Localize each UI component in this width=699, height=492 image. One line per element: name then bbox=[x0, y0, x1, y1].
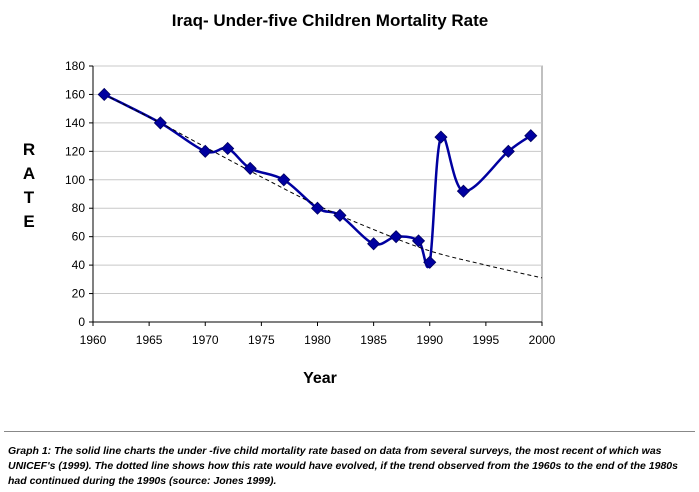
x-tick-label: 1980 bbox=[304, 333, 331, 347]
data-point-marker bbox=[243, 161, 257, 175]
data-point-marker bbox=[97, 87, 111, 102]
data-point-marker bbox=[501, 144, 515, 158]
x-tick-label: 1990 bbox=[416, 333, 443, 347]
y-tick-label: 140 bbox=[65, 116, 85, 130]
data-point-marker bbox=[333, 208, 347, 222]
data-point-marker bbox=[434, 130, 448, 144]
x-tick-label: 2000 bbox=[529, 333, 556, 347]
y-tick-label: 60 bbox=[72, 230, 86, 244]
x-tick-label: 1970 bbox=[192, 333, 219, 347]
chart-title: Iraq- Under-five Children Mortality Rate bbox=[171, 11, 489, 30]
figure-caption: Graph 1: The solid line charts the under… bbox=[8, 445, 678, 487]
x-axis-label: Year bbox=[303, 370, 337, 387]
x-tick-label: 1965 bbox=[136, 333, 163, 347]
data-point-marker bbox=[411, 234, 426, 248]
data-point-marker bbox=[221, 141, 235, 156]
y-tick-label: 160 bbox=[65, 87, 85, 101]
y-tick-label: 120 bbox=[65, 144, 85, 158]
x-tick-label: 1960 bbox=[80, 333, 107, 347]
data-point-marker bbox=[423, 255, 437, 269]
data-point-marker bbox=[277, 173, 291, 187]
x-tick-label: 1995 bbox=[473, 333, 500, 347]
y-tick-label: 100 bbox=[65, 173, 85, 187]
data-point-marker bbox=[198, 144, 212, 158]
x-tick-label: 1985 bbox=[360, 333, 387, 347]
y-tick-label: 180 bbox=[65, 59, 85, 73]
y-tick-label: 80 bbox=[72, 201, 86, 215]
y-axis-label: R A T E bbox=[22, 140, 36, 231]
data-point-marker bbox=[153, 116, 167, 130]
chart-plot: 0 20 40 60 80 100 120 140 160 180 1960 1965 1970 1975… bbox=[65, 59, 556, 347]
y-tick-label: 20 bbox=[72, 287, 86, 301]
y-tick-label: 40 bbox=[72, 258, 86, 272]
data-point-marker bbox=[389, 230, 403, 244]
data-point-marker bbox=[367, 237, 381, 251]
x-tick-label: 1975 bbox=[248, 333, 275, 347]
data-point-marker bbox=[524, 129, 538, 143]
caption-divider bbox=[4, 431, 695, 432]
plot-area bbox=[92, 65, 543, 323]
data-point-marker bbox=[456, 184, 470, 198]
data-point-marker bbox=[310, 201, 325, 215]
y-tick-label: 0 bbox=[78, 315, 85, 329]
